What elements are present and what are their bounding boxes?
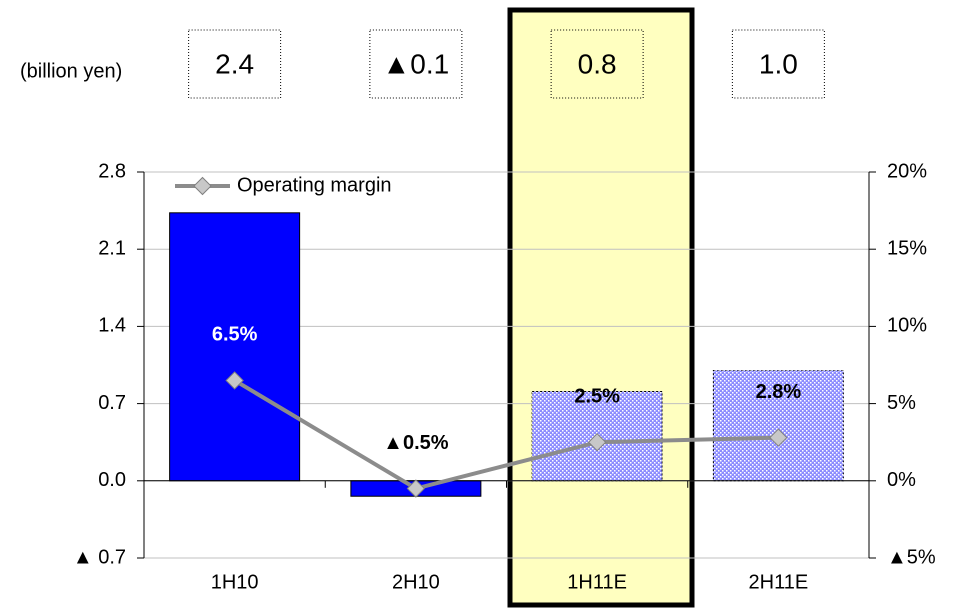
x-tick-label: 2H10: [392, 571, 440, 593]
margin-marker: [769, 428, 788, 447]
bar-texture: [713, 370, 844, 481]
value-label: 1.0: [759, 48, 798, 79]
margin-label: 2.5%: [574, 385, 620, 407]
highlight-frame: [507, 7, 695, 608]
margin-label: 6.5%: [212, 324, 258, 346]
x-tick-label: 1H11E: [567, 571, 627, 593]
margin-label: ▲0.5%: [383, 432, 449, 454]
value-box: [188, 29, 282, 99]
margin-marker: [587, 433, 607, 452]
value-label: ▲0.1: [383, 48, 450, 79]
y-tick-label: 0.0: [98, 469, 126, 491]
y2-tick-label: 20%: [887, 160, 927, 182]
value-box: [731, 29, 825, 99]
legend-marker: [193, 176, 212, 196]
y-tick-label: ▲ 0.7: [73, 546, 126, 568]
y2-tick-label: 0%: [887, 469, 916, 491]
y-tick-label: 2.1: [98, 237, 126, 259]
y2-tick-label: 10%: [887, 315, 927, 337]
bar: [169, 212, 301, 482]
unit-label: (billion yen): [20, 60, 122, 82]
y-tick-label: 0.7: [98, 392, 126, 414]
value-label: 0.8: [578, 48, 617, 79]
y2-tick-label: 5%: [887, 392, 916, 414]
y-tick-label: 2.8: [98, 160, 126, 182]
x-tick-label: 1H10: [211, 571, 259, 593]
value-label: 2.4: [215, 48, 254, 79]
margin-marker: [225, 371, 244, 390]
x-tick-label: 2H11E: [749, 571, 809, 593]
legend-label: Operating margin: [237, 174, 392, 196]
margin-marker: [406, 479, 426, 498]
y-tick-label: 1.4: [98, 315, 126, 337]
value-box: [550, 29, 644, 99]
y2-tick-label: ▲5%: [887, 546, 936, 568]
margin-label: 2.8%: [756, 381, 802, 403]
margin-line: [233, 378, 779, 491]
value-box: [369, 29, 463, 99]
y2-tick-label: 15%: [887, 237, 927, 259]
